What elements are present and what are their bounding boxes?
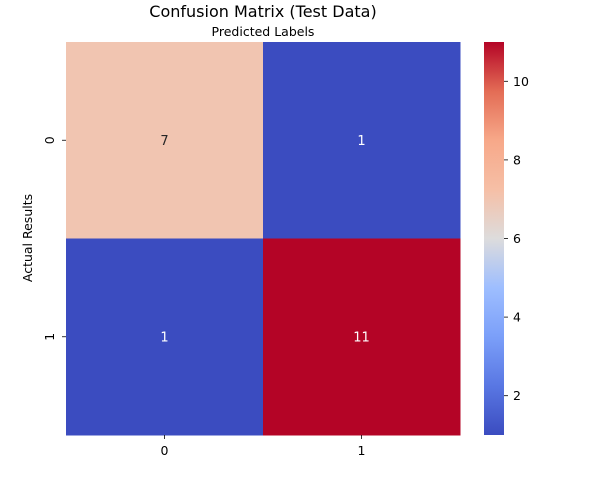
heatmap-cells: 7 11 11 bbox=[66, 42, 461, 436]
colorbar-tick-label-3: 8 bbox=[513, 152, 521, 167]
heatmap-cell-0-0 bbox=[66, 42, 264, 239]
y-axis-label: Actual Results bbox=[20, 194, 35, 282]
colorbar-tick-label-1: 4 bbox=[513, 310, 521, 325]
colorbar bbox=[484, 42, 504, 435]
heatmap-cell-1-0 bbox=[66, 238, 264, 436]
y-tick-label-1: 1 bbox=[42, 333, 57, 341]
colorbar-tick-label-4: 10 bbox=[513, 74, 529, 89]
heatmap-cell-1-1 bbox=[263, 238, 461, 436]
x-tick-label-0: 0 bbox=[161, 443, 169, 458]
x-axis-label: Predicted Labels bbox=[212, 24, 315, 39]
colorbar-ticks: 2 4 6 8 10 bbox=[504, 74, 529, 403]
cell-value-label-1-0: 1 bbox=[160, 330, 168, 345]
x-tick-label-1: 1 bbox=[358, 443, 366, 458]
cell-value-label-0-0: 7 bbox=[160, 134, 168, 149]
y-tick-label-0: 0 bbox=[42, 136, 57, 144]
cell-value-label-0-1: 1 bbox=[357, 134, 365, 149]
heatmap-cell-0-1 bbox=[263, 42, 461, 239]
cell-value-label-1-1: 11 bbox=[353, 330, 370, 345]
colorbar-tick-label-2: 6 bbox=[513, 231, 521, 246]
chart-title: Confusion Matrix (Test Data) bbox=[149, 2, 376, 21]
colorbar-tick-label-0: 2 bbox=[513, 388, 521, 403]
axis-ticks: 0 1 0 1 bbox=[42, 136, 365, 458]
